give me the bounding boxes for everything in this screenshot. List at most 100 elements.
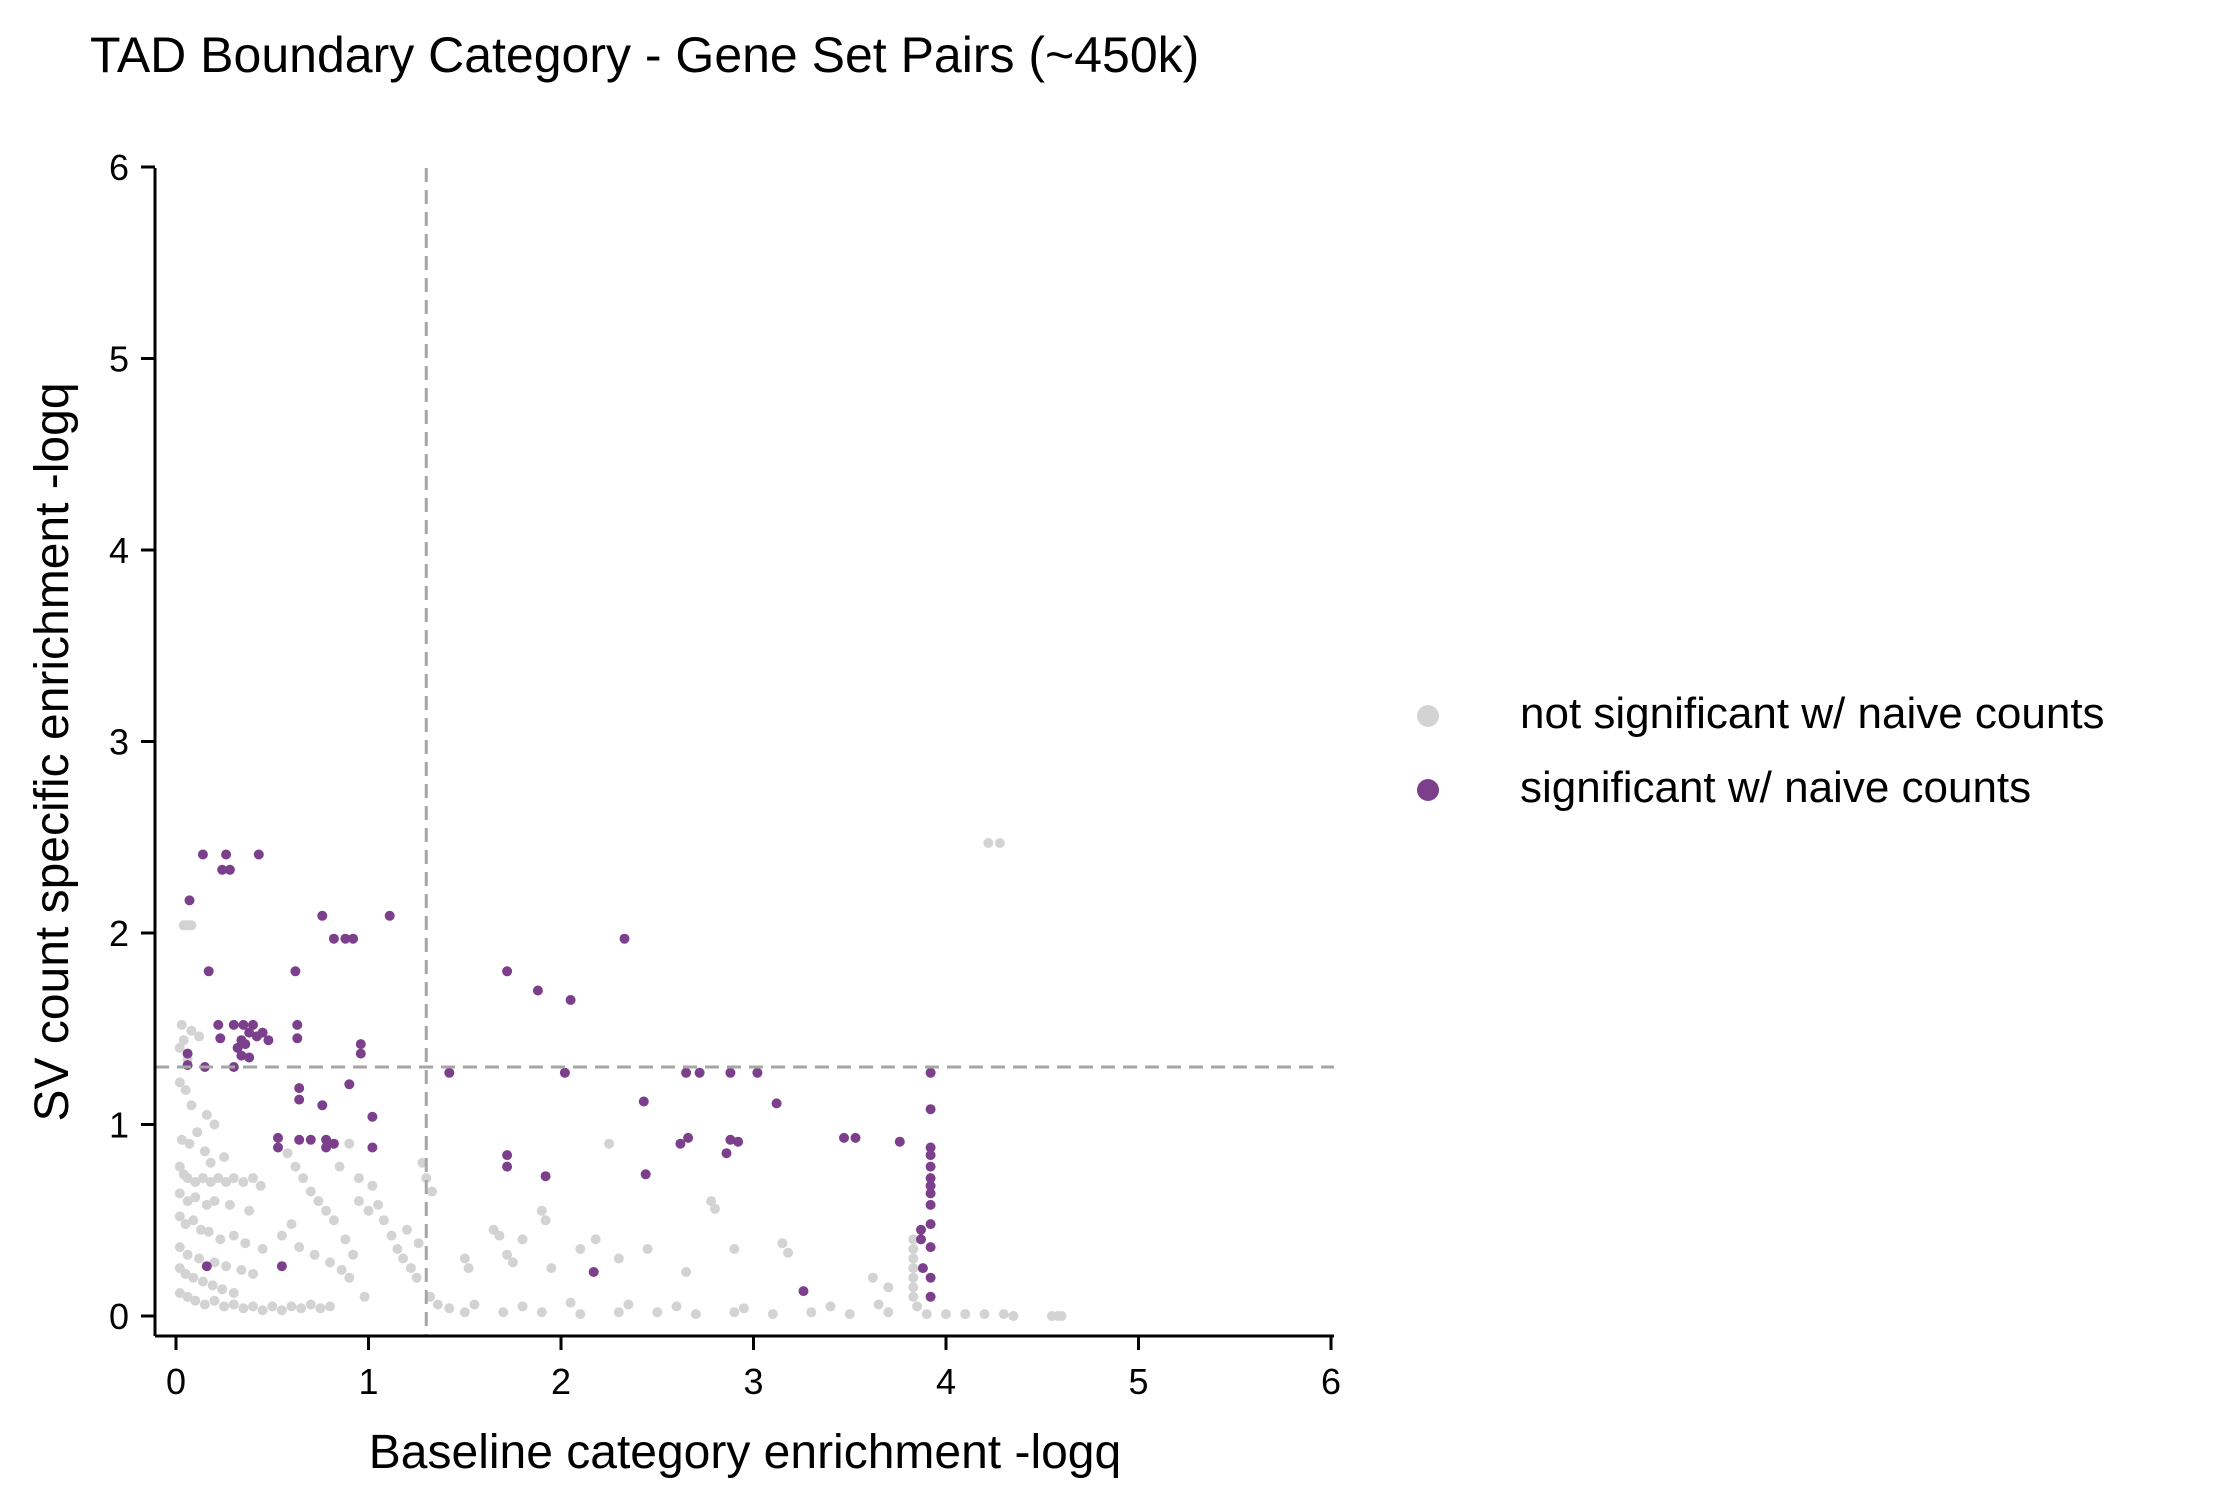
point-not-significant bbox=[186, 1100, 197, 1111]
legend-label-significant: significant w/ naive counts bbox=[1520, 763, 2031, 812]
point-not-significant bbox=[190, 1192, 201, 1203]
point-not-significant bbox=[244, 1205, 255, 1216]
point-not-significant bbox=[215, 1234, 226, 1245]
point-significant bbox=[502, 1150, 513, 1161]
point-significant bbox=[182, 1048, 193, 1059]
point-not-significant bbox=[255, 1180, 266, 1191]
point-significant bbox=[916, 1234, 926, 1245]
point-not-significant bbox=[174, 1042, 185, 1053]
point-significant bbox=[752, 1067, 763, 1078]
point-not-significant bbox=[983, 838, 994, 848]
point-significant bbox=[238, 1019, 249, 1030]
point-not-significant bbox=[402, 1224, 412, 1235]
point-not-significant bbox=[257, 1244, 268, 1254]
legend-label-not-significant: not significant w/ naive counts bbox=[1520, 689, 2105, 738]
point-not-significant bbox=[197, 1173, 208, 1184]
point-not-significant bbox=[353, 1173, 364, 1184]
point-not-significant bbox=[176, 1134, 187, 1145]
point-not-significant bbox=[373, 1199, 384, 1210]
point-significant bbox=[228, 1019, 239, 1030]
x-tick-label: 5 bbox=[1128, 1361, 1148, 1402]
point-not-significant bbox=[777, 1238, 788, 1249]
point-significant bbox=[253, 849, 264, 860]
point-significant bbox=[367, 1111, 378, 1122]
y-tick-label: 3 bbox=[109, 722, 129, 763]
point-not-significant bbox=[908, 1244, 919, 1254]
point-significant bbox=[217, 864, 228, 875]
point-not-significant bbox=[671, 1301, 682, 1312]
point-not-significant bbox=[681, 1267, 692, 1277]
point-not-significant bbox=[427, 1186, 437, 1197]
point-significant bbox=[292, 1019, 303, 1030]
point-not-significant bbox=[219, 1152, 230, 1163]
point-not-significant bbox=[494, 1230, 505, 1241]
point-not-significant bbox=[1008, 1311, 1019, 1321]
point-not-significant bbox=[325, 1301, 335, 1312]
point-not-significant bbox=[199, 1299, 210, 1310]
point-significant bbox=[675, 1138, 686, 1149]
point-significant bbox=[925, 1161, 936, 1172]
point-significant bbox=[925, 1272, 936, 1283]
point-not-significant bbox=[642, 1244, 653, 1254]
point-not-significant bbox=[213, 1173, 224, 1184]
point-significant bbox=[925, 1067, 936, 1078]
point-not-significant bbox=[613, 1253, 624, 1264]
point-significant bbox=[771, 1098, 782, 1109]
point-significant bbox=[240, 1039, 251, 1050]
legend: not significant w/ naive counts signific… bbox=[1417, 689, 2105, 812]
point-significant bbox=[925, 1104, 936, 1115]
point-significant bbox=[294, 1083, 305, 1094]
point-not-significant bbox=[378, 1215, 389, 1226]
point-not-significant bbox=[248, 1301, 258, 1312]
point-significant bbox=[344, 1079, 355, 1090]
point-not-significant bbox=[767, 1309, 778, 1320]
point-significant bbox=[305, 1134, 316, 1145]
point-significant bbox=[925, 1188, 936, 1199]
point-significant bbox=[619, 933, 630, 944]
point-not-significant bbox=[912, 1301, 923, 1312]
point-significant bbox=[290, 966, 301, 977]
point-not-significant bbox=[224, 1199, 235, 1210]
point-not-significant bbox=[182, 1196, 193, 1207]
point-not-significant bbox=[498, 1307, 509, 1318]
point-significant bbox=[248, 1019, 258, 1030]
point-not-significant bbox=[186, 920, 197, 931]
point-not-significant bbox=[188, 1272, 199, 1283]
point-significant bbox=[725, 1067, 736, 1078]
point-not-significant bbox=[267, 1301, 278, 1312]
point-not-significant bbox=[844, 1309, 855, 1320]
point-not-significant bbox=[282, 1148, 293, 1159]
point-not-significant bbox=[729, 1244, 740, 1254]
point-not-significant bbox=[469, 1299, 480, 1310]
point-significant bbox=[317, 910, 328, 921]
point-not-significant bbox=[908, 1272, 919, 1283]
point-not-significant bbox=[228, 1173, 239, 1184]
point-not-significant bbox=[348, 1249, 359, 1260]
point-not-significant bbox=[565, 1297, 576, 1308]
point-significant bbox=[540, 1171, 551, 1182]
point-not-significant bbox=[186, 1025, 197, 1036]
point-not-significant bbox=[575, 1309, 586, 1320]
point-not-significant bbox=[209, 1295, 220, 1306]
point-not-significant bbox=[190, 1177, 201, 1187]
point-significant bbox=[502, 966, 513, 977]
point-not-significant bbox=[623, 1299, 634, 1310]
point-not-significant bbox=[236, 1265, 247, 1275]
point-not-significant bbox=[207, 1280, 218, 1291]
point-not-significant bbox=[908, 1263, 919, 1274]
point-not-significant bbox=[240, 1238, 251, 1249]
point-not-significant bbox=[392, 1244, 403, 1254]
point-not-significant bbox=[883, 1282, 894, 1293]
point-not-significant bbox=[248, 1268, 258, 1279]
point-not-significant bbox=[180, 1219, 191, 1230]
point-significant bbox=[203, 966, 214, 977]
point-not-significant bbox=[290, 1161, 301, 1172]
point-significant bbox=[276, 1261, 287, 1272]
point-not-significant bbox=[883, 1307, 894, 1318]
point-significant bbox=[184, 895, 195, 906]
x-tick-label: 3 bbox=[743, 1361, 763, 1402]
point-not-significant bbox=[1056, 1311, 1067, 1321]
point-significant bbox=[355, 1039, 366, 1050]
point-significant bbox=[273, 1142, 283, 1153]
